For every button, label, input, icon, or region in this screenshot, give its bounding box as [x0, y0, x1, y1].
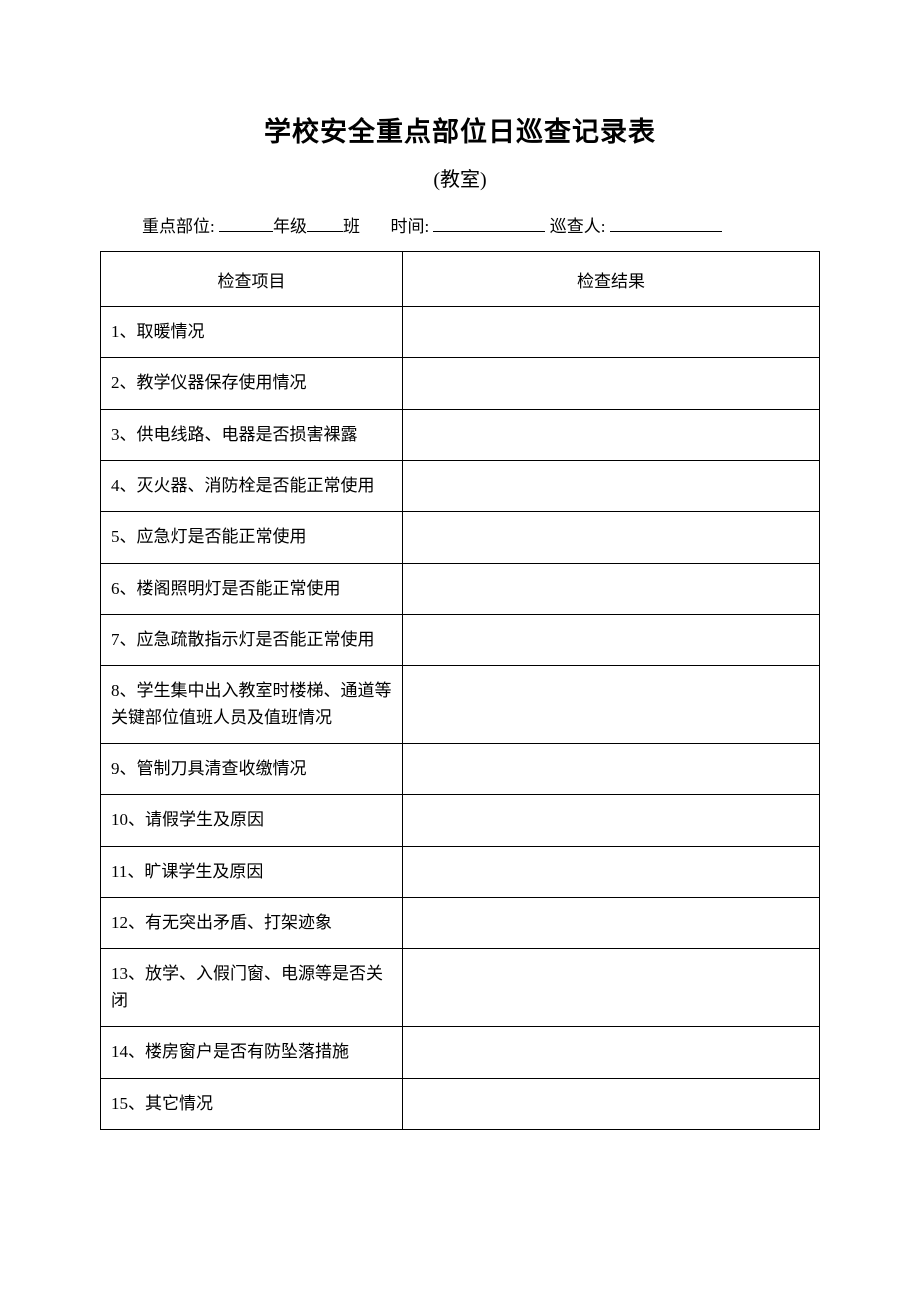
table-row: 1、取暖情况 [101, 307, 820, 358]
check-result [402, 744, 819, 795]
inspection-table: 检查项目 检查结果 1、取暖情况 2、教学仪器保存使用情况 3、供电线路、电器是… [100, 251, 820, 1130]
table-row: 3、供电线路、电器是否损害裸露 [101, 409, 820, 460]
table-row: 2、教学仪器保存使用情况 [101, 358, 820, 409]
col-header-item: 检查项目 [101, 252, 403, 307]
table-row: 9、管制刀具清查收缴情况 [101, 744, 820, 795]
table-row: 12、有无突出矛盾、打架迹象 [101, 898, 820, 949]
col-header-result: 检查结果 [402, 252, 819, 307]
check-result [402, 461, 819, 512]
check-result [402, 512, 819, 563]
check-item: 9、管制刀具清查收缴情况 [101, 744, 403, 795]
check-item: 14、楼房窗户是否有防坠落措施 [101, 1027, 403, 1078]
check-item: 7、应急疏散指示灯是否能正常使用 [101, 615, 403, 666]
inspector-label: 巡查人: [550, 217, 606, 236]
table-row: 13、放学、入假门窗、电源等是否关闭 [101, 949, 820, 1027]
location-blank-2 [307, 212, 343, 232]
table-row: 6、楼阁照明灯是否能正常使用 [101, 563, 820, 614]
check-item: 11、旷课学生及原因 [101, 846, 403, 897]
check-item: 5、应急灯是否能正常使用 [101, 512, 403, 563]
table-header-row: 检查项目 检查结果 [101, 252, 820, 307]
check-result [402, 307, 819, 358]
page-title: 学校安全重点部位日巡查记录表 [100, 110, 820, 149]
check-result [402, 615, 819, 666]
page-subtitle: (教室) [100, 163, 820, 192]
table-row: 14、楼房窗户是否有防坠落措施 [101, 1027, 820, 1078]
table-row: 8、学生集中出入教室时楼梯、通道等关键部位值班人员及值班情况 [101, 666, 820, 744]
time-blank [433, 212, 545, 232]
check-result [402, 1078, 819, 1129]
table-row: 10、请假学生及原因 [101, 795, 820, 846]
check-item: 1、取暖情况 [101, 307, 403, 358]
check-result [402, 666, 819, 744]
table-row: 7、应急疏散指示灯是否能正常使用 [101, 615, 820, 666]
time-label: 时间: [390, 217, 429, 236]
info-line: 重点部位: 年级 班 时间: 巡查人: [100, 212, 820, 237]
check-result [402, 949, 819, 1027]
check-result [402, 409, 819, 460]
check-item: 3、供电线路、电器是否损害裸露 [101, 409, 403, 460]
class-label: 班 [343, 217, 360, 236]
check-item: 12、有无突出矛盾、打架迹象 [101, 898, 403, 949]
check-item: 2、教学仪器保存使用情况 [101, 358, 403, 409]
check-result [402, 898, 819, 949]
location-label: 重点部位: [142, 217, 215, 236]
check-item: 4、灭火器、消防栓是否能正常使用 [101, 461, 403, 512]
table-row: 15、其它情况 [101, 1078, 820, 1129]
check-item: 8、学生集中出入教室时楼梯、通道等关键部位值班人员及值班情况 [101, 666, 403, 744]
table-row: 4、灭火器、消防栓是否能正常使用 [101, 461, 820, 512]
check-result [402, 795, 819, 846]
check-result [402, 563, 819, 614]
location-blank-1 [219, 212, 273, 232]
check-item: 15、其它情况 [101, 1078, 403, 1129]
check-item: 6、楼阁照明灯是否能正常使用 [101, 563, 403, 614]
check-item: 13、放学、入假门窗、电源等是否关闭 [101, 949, 403, 1027]
check-item: 10、请假学生及原因 [101, 795, 403, 846]
check-result [402, 1027, 819, 1078]
grade-label: 年级 [273, 217, 307, 236]
check-result [402, 358, 819, 409]
inspector-blank [610, 212, 722, 232]
table-row: 11、旷课学生及原因 [101, 846, 820, 897]
table-row: 5、应急灯是否能正常使用 [101, 512, 820, 563]
check-result [402, 846, 819, 897]
